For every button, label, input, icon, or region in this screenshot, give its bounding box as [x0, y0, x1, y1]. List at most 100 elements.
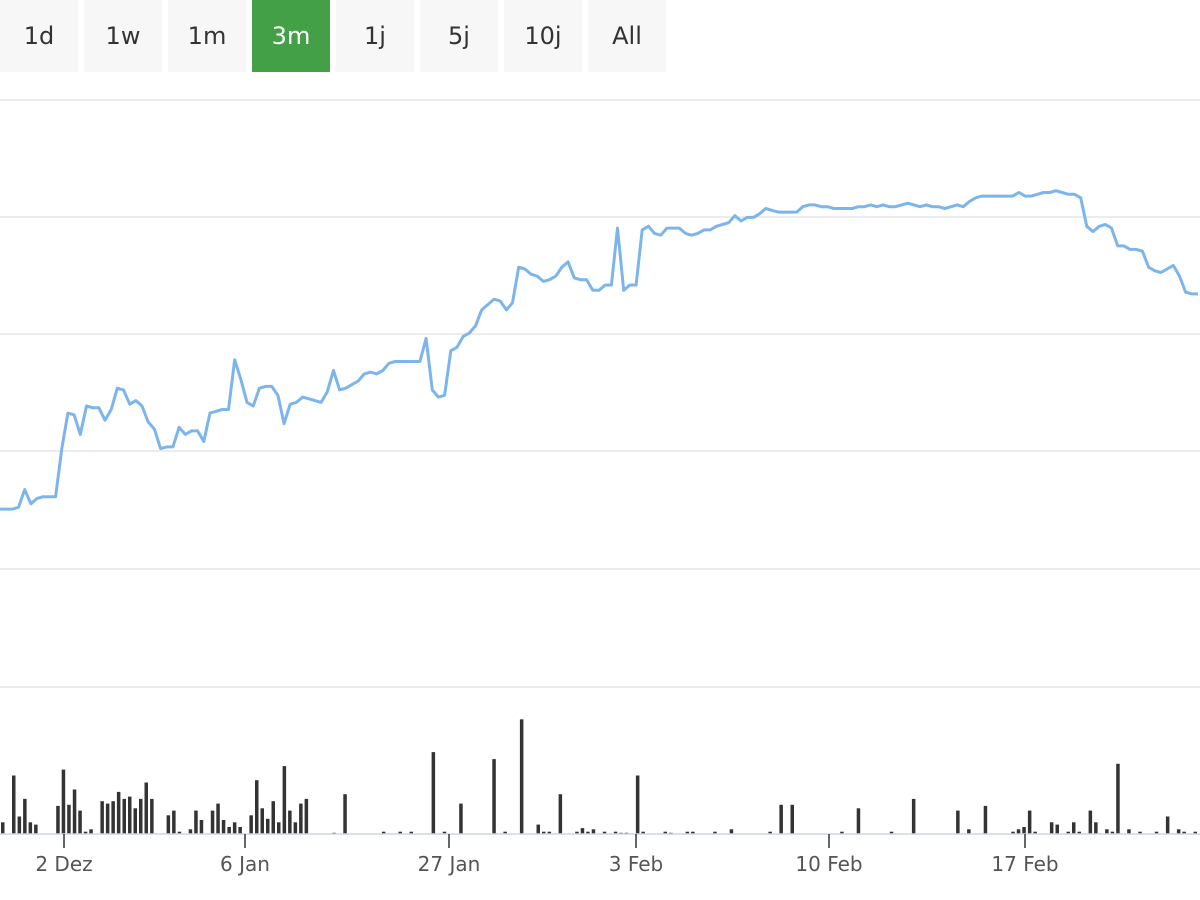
range-button-3m[interactable]: 3m — [252, 0, 330, 72]
volume-bar — [89, 829, 93, 834]
x-tick-label: 2 Dez — [35, 852, 92, 876]
x-tick-label: 3 Feb — [609, 852, 664, 876]
volume-bar — [255, 780, 259, 834]
volume-bar — [519, 719, 524, 834]
volume-bar — [635, 775, 640, 834]
volume-bar — [641, 831, 645, 834]
volume-bar — [172, 810, 176, 834]
volume-bar — [768, 831, 772, 834]
volume-bar — [1027, 810, 1032, 834]
volume-bar — [602, 831, 607, 834]
volume-bar — [28, 822, 33, 834]
volume-bar — [431, 752, 436, 834]
volume-bar — [116, 791, 121, 834]
volume-bar — [34, 824, 38, 834]
volume-bar — [111, 801, 115, 834]
volume-bar — [238, 827, 242, 834]
volume-bar — [271, 801, 275, 834]
volume-bar — [23, 798, 27, 834]
volume-bar — [199, 820, 204, 834]
volume-bar — [17, 816, 22, 835]
price-chart[interactable]: 2 Dez 6 Jan 27 Jan 3 Feb 10 Feb 17 Feb — [0, 72, 1200, 900]
volume-bar — [1, 822, 5, 834]
range-button-10j[interactable]: 10j — [504, 0, 582, 72]
volume-bar — [840, 831, 844, 834]
volume-bar — [1105, 829, 1109, 834]
volume-bar — [492, 759, 496, 834]
volume-bar — [1077, 831, 1081, 834]
volume-bar — [1193, 831, 1197, 834]
volume-bar — [260, 808, 264, 834]
volume-bar — [685, 831, 690, 834]
volume-bar — [779, 804, 783, 835]
volume-bar — [713, 831, 717, 834]
volume-bar — [586, 831, 590, 834]
volume-bar — [266, 818, 270, 834]
volume-bar — [1138, 831, 1142, 834]
x-tick-label: 27 Jan — [418, 852, 481, 876]
volume-bar — [232, 822, 237, 834]
volume-bar — [194, 810, 198, 834]
volume-bar — [282, 766, 287, 834]
volume-bar — [166, 815, 171, 834]
volume-bar — [150, 798, 154, 834]
volume-bar — [889, 831, 894, 834]
range-button-1m[interactable]: 1m — [168, 0, 246, 72]
volume-bar — [580, 828, 585, 834]
volume-bar — [139, 798, 143, 834]
volume-bar — [227, 827, 231, 834]
range-button-1j[interactable]: 1j — [336, 0, 414, 72]
x-axis: 2 Dez 6 Jan 27 Jan 3 Feb 10 Feb 17 Feb — [0, 833, 1200, 876]
volume-bar — [343, 794, 347, 834]
range-button-5j[interactable]: 5j — [420, 0, 498, 72]
volume-bar — [409, 831, 413, 834]
volume-bar — [442, 831, 447, 834]
volume-bar — [983, 805, 988, 834]
volume-bar — [790, 804, 794, 835]
volume-bar — [304, 798, 309, 834]
volume-bar — [1182, 831, 1186, 834]
volume-bar — [299, 803, 303, 834]
volume-bar — [1055, 824, 1059, 834]
volume-bar — [1094, 822, 1098, 834]
volume-bar — [1165, 816, 1170, 835]
volume-bar — [83, 831, 88, 834]
volume-bar — [558, 794, 563, 834]
volume-bar — [591, 829, 596, 834]
range-button-1d[interactable]: 1d — [0, 0, 78, 72]
volume-bar — [72, 789, 77, 834]
x-tick-label: 17 Feb — [991, 852, 1058, 876]
volume-bar — [277, 822, 281, 834]
volume-bar — [1127, 829, 1131, 834]
volume-bar — [144, 782, 148, 834]
volume-bar — [691, 831, 695, 834]
volume-bar — [1088, 810, 1093, 834]
volume-bar — [1116, 763, 1120, 834]
volume-bar — [78, 810, 82, 834]
volume-bar — [1049, 822, 1054, 834]
volume-bar — [1022, 827, 1026, 834]
volume-bar — [1154, 831, 1159, 834]
x-tick-label: 10 Feb — [795, 852, 862, 876]
volume-bar — [100, 801, 104, 834]
grid-lines — [0, 99, 1200, 688]
volume-bar — [911, 798, 916, 834]
price-line — [0, 189, 1198, 511]
volume-bar — [459, 803, 463, 834]
x-tick-label: 6 Jan — [220, 852, 270, 876]
volume-bars — [1, 719, 1197, 835]
range-button-1w[interactable]: 1w — [84, 0, 162, 72]
volume-bar — [956, 810, 960, 834]
volume-bar — [856, 808, 861, 834]
volume-bar — [67, 804, 71, 835]
volume-bar — [1033, 831, 1037, 834]
volume-bar — [105, 803, 110, 834]
volume-bar — [288, 810, 292, 834]
volume-bar — [1016, 829, 1021, 834]
volume-bar — [221, 820, 226, 834]
volume-bar — [1072, 822, 1076, 834]
volume-bar — [188, 829, 193, 834]
range-button-all[interactable]: All — [588, 0, 666, 72]
volume-bar — [1011, 831, 1015, 834]
volume-bar — [547, 831, 552, 834]
